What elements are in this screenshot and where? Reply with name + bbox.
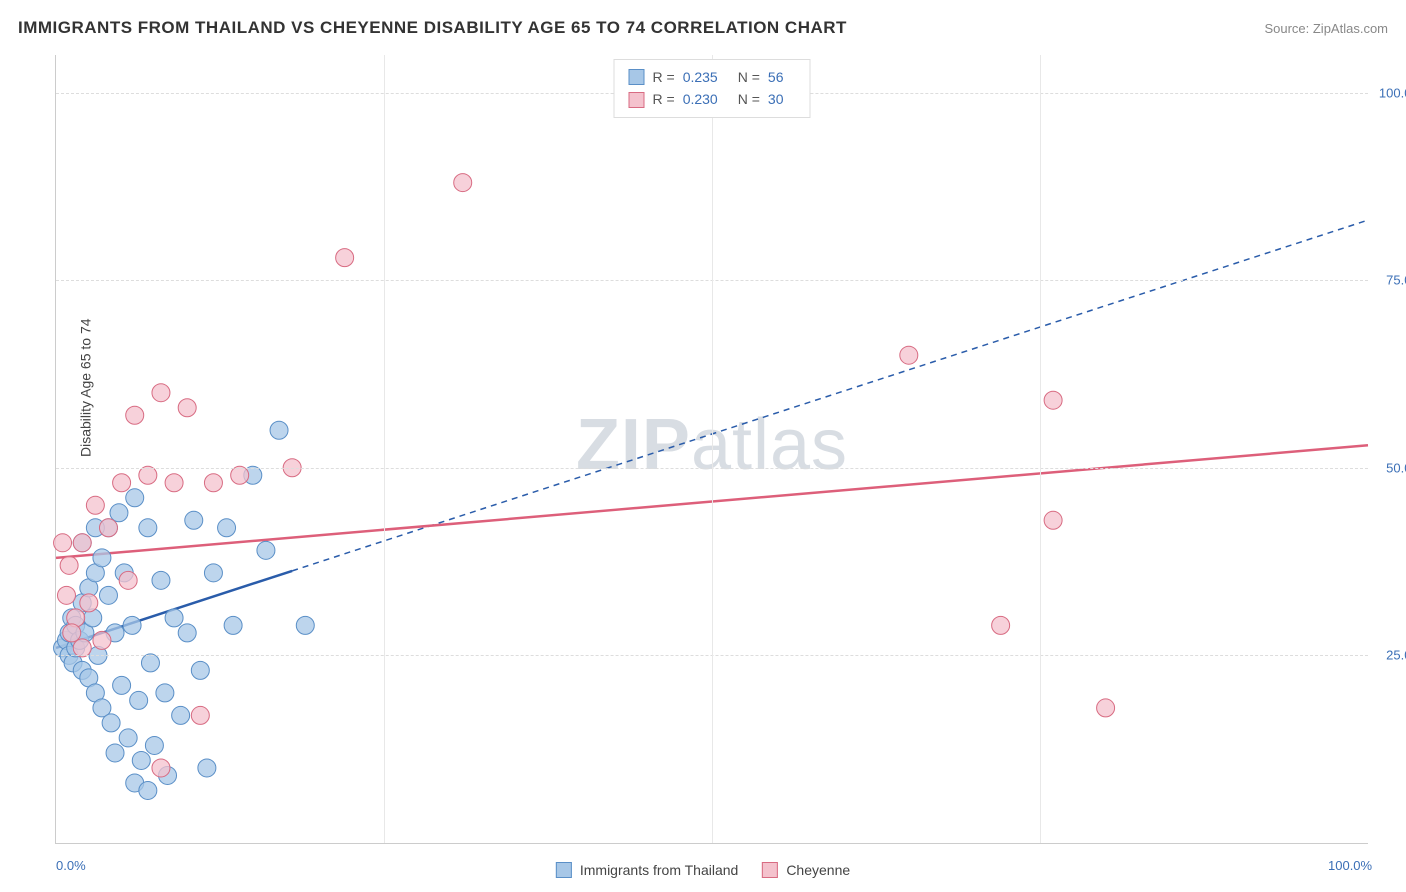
legend-label: Cheyenne [786, 862, 850, 878]
trend-line-dashed [292, 220, 1368, 571]
data-point [257, 541, 275, 559]
n-value: 56 [768, 66, 784, 88]
x-tick-label: 0.0% [56, 858, 86, 873]
data-point [172, 706, 190, 724]
data-point [231, 466, 249, 484]
data-point [139, 519, 157, 537]
source-label: Source: ZipAtlas.com [1264, 21, 1388, 36]
legend-stat-row: R = 0.230 N = 30 [629, 88, 796, 110]
data-point [900, 346, 918, 364]
r-value: 0.235 [683, 66, 718, 88]
y-tick-label: 50.0% [1386, 460, 1406, 475]
x-tick-label: 100.0% [1328, 858, 1372, 873]
header: IMMIGRANTS FROM THAILAND VS CHEYENNE DIS… [18, 18, 1388, 38]
n-label: N = [738, 66, 760, 88]
data-point [165, 609, 183, 627]
data-point [99, 519, 117, 537]
data-point [139, 466, 157, 484]
legend-swatch [629, 69, 645, 85]
data-point [152, 759, 170, 777]
data-point [57, 586, 75, 604]
data-point [102, 714, 120, 732]
r-value: 0.230 [683, 88, 718, 110]
r-label: R = [653, 88, 675, 110]
data-point [224, 616, 242, 634]
data-point [185, 511, 203, 529]
data-point [270, 421, 288, 439]
data-point [60, 556, 78, 574]
data-point [296, 616, 314, 634]
r-label: R = [653, 66, 675, 88]
data-point [119, 729, 137, 747]
data-point [54, 534, 72, 552]
data-point [141, 654, 159, 672]
n-label: N = [738, 88, 760, 110]
legend-item: Cheyenne [762, 862, 850, 878]
data-point [992, 616, 1010, 634]
data-point [73, 639, 91, 657]
gridline-v [384, 55, 385, 843]
data-point [204, 474, 222, 492]
data-point [178, 399, 196, 417]
chart-title: IMMIGRANTS FROM THAILAND VS CHEYENNE DIS… [18, 18, 847, 38]
legend-swatch [629, 92, 645, 108]
data-point [191, 661, 209, 679]
data-point [93, 549, 111, 567]
data-point [132, 751, 150, 769]
gridline-v [1040, 55, 1041, 843]
data-point [126, 406, 144, 424]
legend-stats-box: R = 0.235 N = 56 R = 0.230 N = 30 [614, 59, 811, 118]
data-point [99, 586, 117, 604]
legend-stat-row: R = 0.235 N = 56 [629, 66, 796, 88]
data-point [165, 474, 183, 492]
data-point [1044, 391, 1062, 409]
data-point [145, 736, 163, 754]
data-point [123, 616, 141, 634]
data-point [73, 534, 91, 552]
data-point [204, 564, 222, 582]
data-point [130, 691, 148, 709]
data-point [119, 571, 137, 589]
data-point [126, 489, 144, 507]
data-point [113, 474, 131, 492]
data-point [1097, 699, 1115, 717]
data-point [336, 249, 354, 267]
data-point [152, 571, 170, 589]
legend-bottom: Immigrants from Thailand Cheyenne [556, 862, 850, 878]
data-point [156, 684, 174, 702]
legend-swatch [762, 862, 778, 878]
n-value: 30 [768, 88, 784, 110]
data-point [454, 174, 472, 192]
data-point [191, 706, 209, 724]
data-point [178, 624, 196, 642]
data-point [218, 519, 236, 537]
gridline-v [712, 55, 713, 843]
legend-item: Immigrants from Thailand [556, 862, 738, 878]
data-point [139, 781, 157, 799]
data-point [110, 504, 128, 522]
data-point [152, 384, 170, 402]
legend-swatch [556, 862, 572, 878]
data-point [106, 744, 124, 762]
data-point [1044, 511, 1062, 529]
data-point [93, 631, 111, 649]
chart-plot-area: Disability Age 65 to 74 ZIPatlas R = 0.2… [55, 55, 1368, 844]
data-point [198, 759, 216, 777]
legend-label: Immigrants from Thailand [580, 862, 738, 878]
y-tick-label: 100.0% [1379, 85, 1406, 100]
data-point [86, 496, 104, 514]
data-point [113, 676, 131, 694]
y-tick-label: 25.0% [1386, 648, 1406, 663]
data-point [80, 594, 98, 612]
data-point [63, 624, 81, 642]
y-tick-label: 75.0% [1386, 273, 1406, 288]
